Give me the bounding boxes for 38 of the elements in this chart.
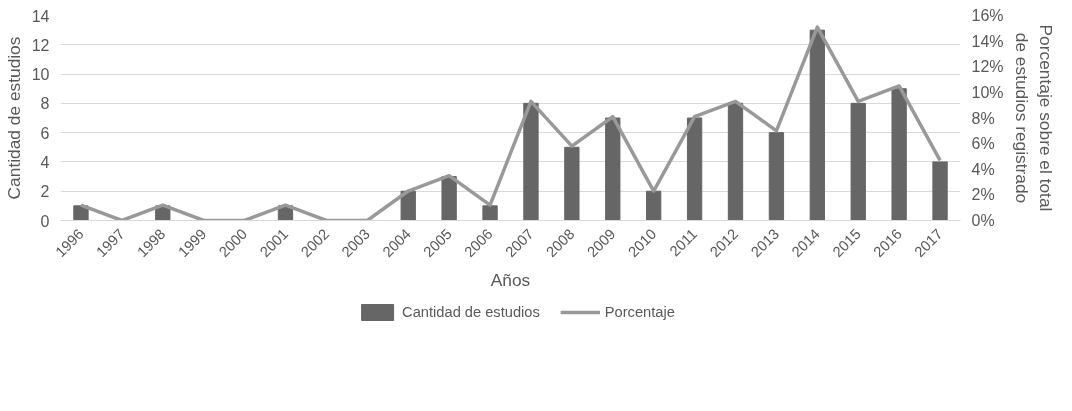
bar [768,132,785,221]
y-tick-label: 2 [40,183,50,201]
bar [400,190,416,221]
y2-tick-label: 14% [971,32,1004,50]
line-series [79,25,942,221]
bar [891,88,907,221]
legend-label: Cantidad de estudios [402,304,540,320]
y2-tick-label: 6% [971,135,995,153]
bar [605,117,621,221]
y2-tick-label: 10% [971,83,1004,101]
y-tick-label: 6 [40,124,50,142]
y-tick-label: 14 [31,7,50,25]
y2-tick-label: 2% [971,186,995,204]
y2-axis-title: Porcentaje sobre el total de estudios registrado [1011,24,1056,212]
y-tick-label: 12 [31,36,50,54]
bar [932,161,948,221]
bar [482,205,498,221]
bar [564,146,580,221]
bar [523,102,539,221]
y2-tick-label: 12% [971,58,1004,76]
y-tick-label: 10 [31,66,50,84]
y2-tick-label: 0% [971,212,995,229]
y2-tick-label: 8% [971,109,995,127]
bar [850,102,866,221]
bar [646,190,662,221]
y-axis-title: Cantidad de estudios [3,36,24,200]
x-axis-title: Años [490,269,531,290]
bar [809,29,825,221]
y-tick-label: 4 [40,153,50,171]
y-tick-label: 8 [40,95,50,113]
bar [686,117,703,221]
y2-tick-label: 4% [971,160,995,178]
bar [441,176,457,221]
y2-tick-label: 16% [971,7,1004,24]
bar [73,205,89,221]
y-tick-label: 0 [40,212,50,230]
bar [727,102,744,221]
legend-label: Porcentaje [604,304,675,320]
